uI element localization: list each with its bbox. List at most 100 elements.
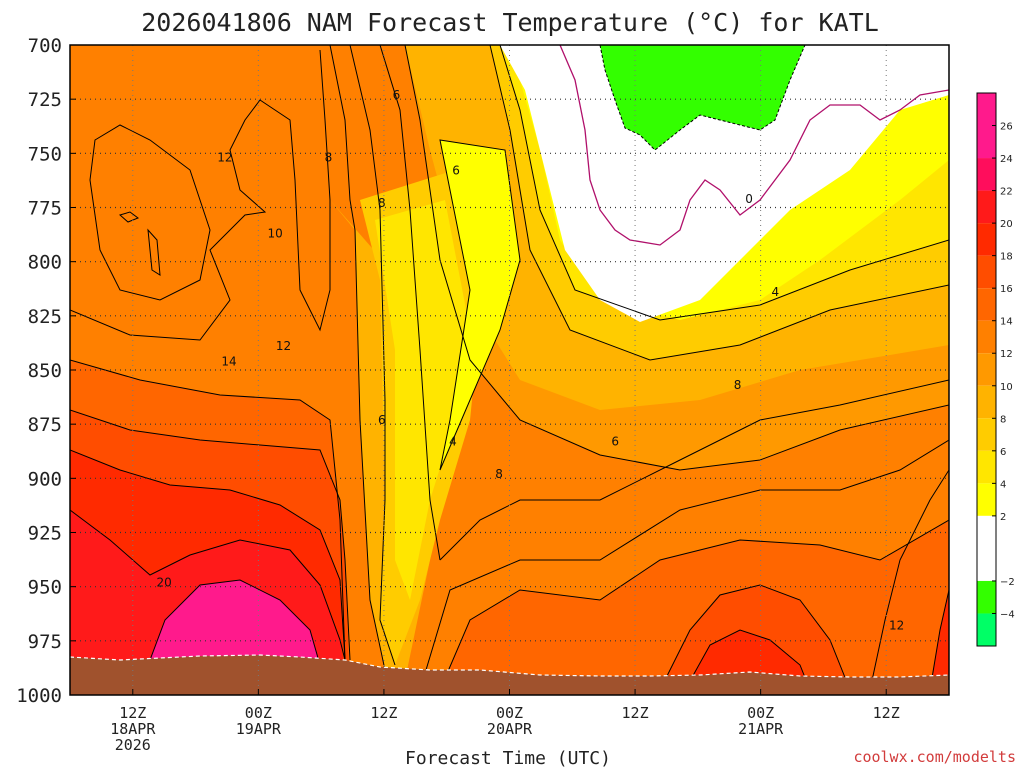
contour-label: 14: [221, 354, 236, 368]
y-tick-label: 925: [28, 523, 62, 545]
colorbar-tick-label: 18: [1000, 252, 1013, 263]
contour-label: 6: [611, 435, 619, 449]
colorbar-swatch: [977, 223, 996, 256]
contour-label: 8: [325, 151, 333, 165]
colorbar-tick-label: 4: [1000, 479, 1006, 490]
contour-label: 10: [267, 227, 282, 241]
colorbar-tick-label: 14: [1000, 317, 1013, 328]
x-tick-label: 00Z: [747, 704, 774, 722]
contour-lines: [70, 45, 949, 691]
colorbar-swatch: [977, 515, 996, 581]
contour-line: [379, 45, 441, 561]
colorbar-tick-label: 6: [1000, 447, 1006, 458]
colorbar-swatch: [977, 385, 996, 419]
colorbar-swatch: [977, 158, 996, 191]
colorbar-tick-label: −4: [1000, 609, 1015, 620]
contour-label: 8: [734, 378, 742, 392]
contour-label: 12: [889, 619, 904, 633]
band-22-26: [150, 580, 320, 665]
contour-line: [70, 359, 346, 661]
contour-label: 4: [771, 285, 779, 299]
y-tick-label: 750: [28, 143, 62, 165]
x-tick-label: 12Z: [622, 704, 649, 722]
colorbar-swatch: [977, 320, 996, 354]
contour-line: [499, 45, 949, 321]
colorbar-tick-label: 8: [1000, 414, 1006, 425]
band-minus-2-0: [600, 45, 805, 150]
contour-line: [89, 124, 211, 301]
x-tick-label: 20APR: [487, 720, 533, 738]
y-tick-label: 725: [28, 89, 62, 111]
band-16-18-edge: [930, 590, 949, 690]
colorbar-swatch: [977, 418, 996, 451]
colorbar-swatch: [977, 93, 996, 159]
contour-label: 8: [378, 196, 386, 210]
colorbar-tick-label: −2: [1000, 577, 1015, 588]
colorbar-swatch: [977, 450, 996, 484]
colorbar-swatch: [977, 353, 996, 386]
y-tick-label: 875: [28, 414, 62, 436]
gridlines: [70, 45, 949, 695]
contour-label: 6: [378, 413, 386, 427]
y-axis: 700 725 750 775 800 825 850 875 900 925 950 975 1000: [16, 35, 76, 707]
colorbar-tick-label: 12: [1000, 349, 1013, 360]
contour-line: [70, 509, 346, 661]
colorbar-tick-label: 22: [1000, 187, 1013, 198]
chart-title: 2026041806 NAM Forecast Temperature (°C)…: [141, 8, 879, 37]
colorbar-swatch: [977, 190, 996, 224]
contour-label: 6: [452, 164, 460, 178]
x-tick-label: 12Z: [873, 704, 900, 722]
contour-label: 20: [157, 575, 172, 589]
contour-line: [70, 409, 351, 661]
colorbar-swatch: [977, 483, 996, 516]
y-tick-label: 800: [28, 252, 62, 274]
colorbar-tick-label: 16: [1000, 284, 1013, 295]
contour-line: [869, 469, 949, 691]
contour-label: 12: [276, 339, 291, 353]
credit-text[interactable]: coolwx.com/modelts: [853, 748, 1016, 766]
y-tick-label: 975: [28, 631, 62, 653]
contour-line: [404, 45, 949, 471]
contour-labels: 12 10 12 14 20 8 6 8 6 6 4 8 6 0 4 8 12: [157, 88, 905, 633]
band-4-6-trough: [375, 200, 470, 600]
x-tick-label: 2026: [115, 736, 151, 754]
y-tick-label: 775: [28, 198, 62, 220]
x-tick-label: 19APR: [236, 720, 282, 738]
y-tick-label: 825: [28, 306, 62, 328]
x-axis-label: Forecast Time (UTC): [405, 748, 611, 768]
x-tick-label: 00Z: [245, 704, 272, 722]
colorbar-tick-label: 24: [1000, 154, 1013, 165]
contour-line: [419, 439, 949, 691]
y-tick-label: 850: [28, 360, 62, 382]
contour-label: 0: [745, 192, 753, 206]
colorbar-frame: [976, 92, 997, 647]
contour-label: 12: [217, 151, 232, 165]
x-tick-label: 21APR: [738, 720, 784, 738]
y-tick-label: 700: [28, 35, 62, 57]
contour-line: [659, 584, 851, 691]
contour-line: [929, 589, 949, 691]
colorbar-swatch: [977, 580, 996, 614]
colorbar-swatch: [977, 613, 996, 646]
x-tick-label: 12Z: [370, 704, 397, 722]
contour-label: 8: [495, 467, 503, 481]
contour-line: [147, 228, 161, 276]
y-tick-label: 950: [28, 577, 62, 599]
y-tick-label: 1000: [16, 685, 62, 707]
x-tick-label: 12Z: [119, 704, 146, 722]
contour-line: [439, 379, 949, 561]
colorbar-swatch: [977, 288, 996, 321]
colorbar: 26 24 22 20 18 16 14 12 10 8 6 4 2 −2 −4: [976, 92, 1015, 647]
contour-line: [70, 449, 346, 661]
minus-two-contour: [599, 45, 806, 151]
x-tick-label: 18APR: [110, 720, 156, 738]
band-0-2: [500, 45, 949, 322]
contour-line: [118, 211, 140, 223]
contour-line: [684, 629, 811, 691]
colorbar-tick-label: 20: [1000, 219, 1013, 230]
contour-line: [329, 45, 386, 671]
colorbar-tick-label: 26: [1000, 122, 1013, 133]
contour-line: [70, 49, 331, 341]
